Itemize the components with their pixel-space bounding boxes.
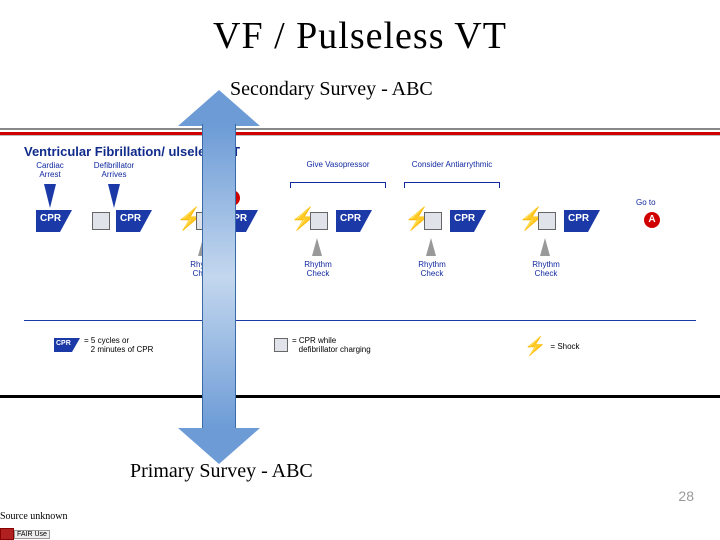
divider-thin [0,135,720,136]
arrow-icon [44,184,56,208]
label-defib-arrives: Defibrillator Arrives [86,162,142,180]
cpr-text: CPR [568,213,589,224]
legend-item-shock: ⚡ = Shock [524,336,580,357]
legend-text: = Shock [550,342,579,351]
defib-icon [92,212,110,230]
primary-survey-label: Primary Survey - ABC [130,460,313,483]
slide-title: VF / Pulseless VT [0,14,720,58]
cpr-block: CPR [336,210,372,232]
shock-icon: ⚡ [404,206,414,232]
cpr-block: CPR [116,210,152,232]
cpr-block: CPR [36,210,72,232]
legend-text: = CPR while defibrillator charging [292,336,371,354]
double-arrow-icon [178,90,260,464]
label-cardiac-arrest: Cardiac Arrest [30,162,70,180]
arrowhead-down [178,428,260,464]
cpr-mini-icon: CPR [54,338,80,352]
cpr-block: CPR [450,210,486,232]
fair-use-badge: FAIR Use [0,528,50,540]
fairuse-icon [0,528,14,540]
legend-text: = 5 cycles or 2 minutes of CPR [84,336,153,354]
defib-icon [424,212,442,230]
cpr-text: CPR [340,213,361,224]
fairuse-text: FAIR Use [14,530,50,539]
arrow-shaft [202,124,236,430]
page-number: 28 [678,488,694,504]
cpr-text: CPR [40,213,61,224]
a-target: A [644,212,660,228]
cpr-text: CPR [120,213,141,224]
cpr-text: CPR [454,213,475,224]
legend-item-defib: = CPR while defibrillator charging [274,336,371,354]
arrow-icon [108,184,120,208]
rhythm-check-label: Rhythm Check [524,260,568,278]
goto-label: Go to [636,198,656,207]
legend-separator [24,320,696,321]
cpr-text: CPR [56,340,71,347]
rhythm-check-label: Rhythm Check [410,260,454,278]
arrowhead-up [178,90,260,126]
defib-icon [310,212,328,230]
secondary-survey-label: Secondary Survey - ABC [230,78,433,101]
brace-vasopressor: Give Vasopressor [298,160,378,169]
shock-icon: ⚡ [518,206,528,232]
shock-icon: ⚡ [290,206,300,232]
legend: CPR = 5 cycles or 2 minutes of CPR = CPR… [24,330,696,380]
up-arrow-icon [312,238,322,256]
up-arrow-icon [426,238,436,256]
up-arrow-icon [540,238,550,256]
bolt-mini-icon: ⚡ [524,336,546,357]
rhythm-check-label: Rhythm Check [296,260,340,278]
legend-item-cpr: CPR = 5 cycles or 2 minutes of CPR [54,336,153,354]
defib-mini-icon [274,338,288,352]
bracket-icon [290,182,386,188]
brace-antiarrythmic: Consider Antiarrythmic [410,160,494,169]
cpr-block: CPR [564,210,600,232]
defib-icon [538,212,556,230]
bracket-icon [404,182,500,188]
slide: VF / Pulseless VT Secondary Survey - ABC… [0,0,720,540]
source-label: Source unknown [0,511,68,522]
diagram-panel: Ventricular Fibrillation/ ulseless VT Ca… [0,128,720,398]
